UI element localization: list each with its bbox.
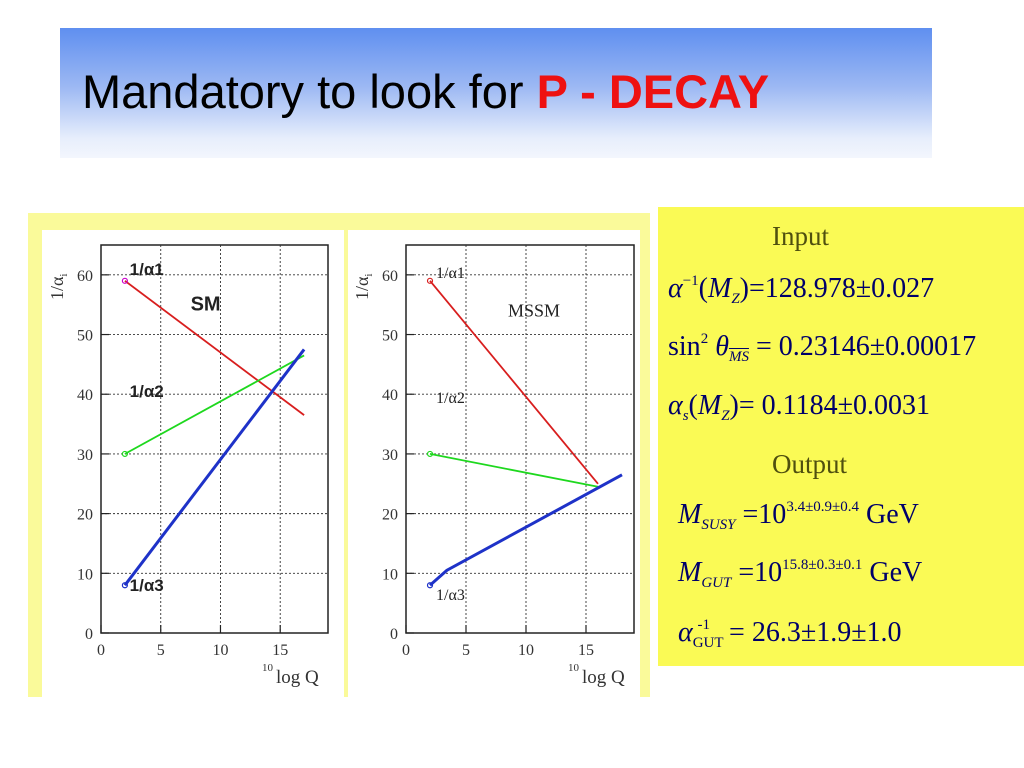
- y-tick-label: 60: [77, 268, 93, 285]
- series-label: 1/α1: [436, 265, 465, 282]
- input-output-panel: Input α−1(MZ)=128.978±0.027 sin2 θMS = 0…: [658, 207, 1024, 666]
- input-heading: Input: [772, 221, 829, 251]
- series-label: 1/α2: [436, 390, 465, 407]
- sin-theta-equation: sin2 θMS = 0.23146±0.00017: [668, 331, 977, 365]
- x-axis-label-superscript: 10: [262, 662, 274, 674]
- mssm-plot-background: [348, 230, 640, 697]
- y-axis-label-subscript: i: [58, 274, 70, 277]
- model-annotation: MSSM: [508, 301, 560, 321]
- y-tick-label: 50: [77, 328, 93, 345]
- series-start-point: [426, 277, 434, 284]
- alpha-gut-equation: αGUT-1 = 26.3±1.9±1.0: [678, 617, 902, 651]
- alpha-s-value: = 0.1184±0.0031: [738, 390, 930, 421]
- x-axis-label: log Q: [582, 667, 625, 688]
- series-line: [123, 348, 306, 587]
- m-susy-exponent: 3.4±0.9±0.4: [786, 499, 860, 515]
- plot-divider: [344, 230, 347, 697]
- plots-panel: 0 10 20 30 40 50 60 0 5 10 15 1/αi 10 log Q SM 1/α1 1/α2…: [28, 213, 650, 697]
- title-bar: Mandatory to look for P - DECAY: [60, 28, 932, 158]
- title-accent: P - DECAY: [536, 65, 770, 118]
- sin-theta-value: = 0.23146±0.00017: [755, 331, 977, 362]
- x-tick-label: 5: [157, 642, 165, 659]
- x-tick-label: 10: [212, 642, 228, 659]
- alpha-s-equation: αs(MZ)= 0.1184±0.0031: [668, 390, 930, 424]
- x-tick-label: 15: [578, 642, 594, 659]
- y-axis-label-subscript: i: [363, 274, 375, 277]
- y-axis-label: 1/αi: [47, 274, 70, 301]
- series-line: [429, 473, 623, 587]
- y-axis-label: 1/αi: [352, 274, 375, 301]
- y-tick-label: 50: [382, 328, 398, 345]
- series-line: [429, 453, 599, 488]
- y-tick-label: 30: [382, 447, 398, 464]
- series-label: 1/α3: [130, 576, 164, 595]
- m-gut-equation: MGUT =1015.8±0.3±0.1 GeV: [678, 557, 923, 591]
- x-tick-label: 0: [97, 642, 105, 659]
- x-tick-label: 0: [402, 642, 410, 659]
- plot-frame: [100, 244, 329, 634]
- alpha-mz-value: =128.978±0.027: [749, 273, 935, 304]
- series-line: [429, 280, 599, 485]
- y-tick-label: 40: [77, 387, 93, 404]
- title-main: Mandatory to look for: [82, 65, 524, 118]
- m-susy-equation: MSUSY =103.4±0.9±0.4 GeV: [678, 499, 919, 533]
- model-annotation: SM: [191, 294, 221, 316]
- y-tick-label: 40: [382, 387, 398, 404]
- series-start-point: [121, 277, 128, 284]
- x-tick-label: 5: [462, 642, 470, 659]
- alpha-gut-value: = 26.3±1.9±1.0: [729, 617, 902, 648]
- slide-title: Mandatory to look for P - DECAY: [82, 64, 769, 119]
- m-gut-unit: GeV: [869, 557, 923, 588]
- series-start-point: [426, 582, 434, 589]
- series-label: 1/α1: [130, 260, 164, 279]
- y-tick-label: 60: [382, 268, 398, 285]
- m-gut-exponent: 15.8±0.3±0.1: [782, 557, 863, 573]
- m-gut-base: =10: [738, 557, 783, 588]
- series-start-point: [426, 450, 434, 458]
- x-tick-label: 15: [272, 642, 288, 659]
- x-axis-label: log Q: [276, 667, 319, 688]
- m-susy-unit: GeV: [866, 499, 919, 530]
- series-label: 1/α2: [130, 382, 164, 401]
- series-label: 1/α3: [436, 587, 465, 604]
- x-tick-label: 10: [518, 642, 534, 659]
- series-start-point: [121, 582, 128, 589]
- y-tick-label: 0: [390, 626, 398, 643]
- y-tick-label: 20: [382, 507, 398, 524]
- y-tick-label: 10: [77, 566, 93, 583]
- series-line: [124, 280, 305, 416]
- y-tick-label: 0: [85, 626, 93, 643]
- x-axis-label-superscript: 10: [568, 662, 580, 674]
- series-line: [124, 354, 305, 455]
- y-tick-label: 10: [382, 566, 398, 583]
- y-tick-label: 20: [77, 507, 93, 524]
- y-tick-label: 30: [77, 447, 93, 464]
- alpha-mz-equation: α−1(MZ)=128.978±0.027: [668, 273, 935, 307]
- sm-plot-background: [42, 230, 345, 697]
- series-start-point: [121, 450, 128, 458]
- m-susy-base: =10: [742, 499, 787, 530]
- output-heading: Output: [772, 449, 848, 479]
- plot-frame: [405, 244, 635, 634]
